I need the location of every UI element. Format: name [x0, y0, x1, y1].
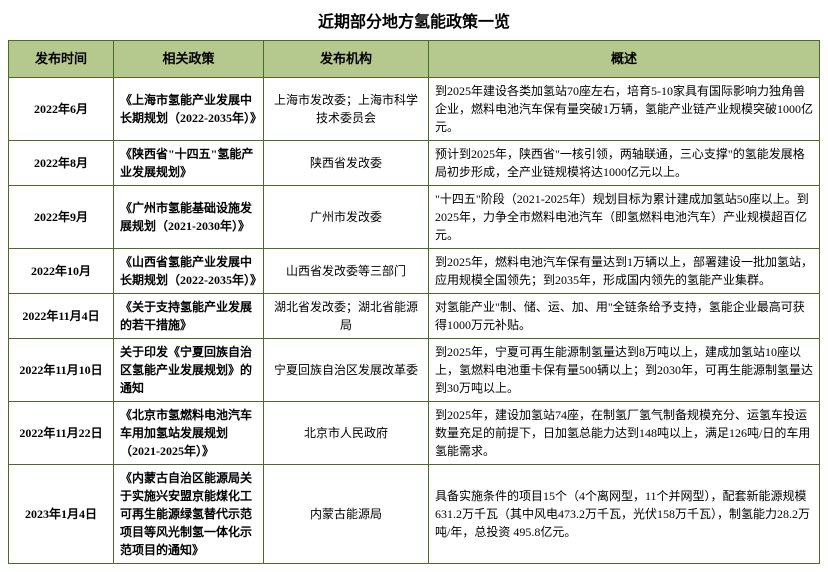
cell-summary: "十四五"阶段（2021-2025年）规划目标为累计建成加氢站50座以上。到20… — [429, 185, 820, 248]
cell-policy: 《关于支持氢能产业发展的若干措施》 — [114, 293, 264, 338]
cell-org: 湖北省发改委；湖北省能源局 — [264, 293, 429, 338]
cell-org: 山西省发改委等三部门 — [264, 248, 429, 293]
cell-date: 2022年11月4日 — [9, 293, 114, 338]
cell-summary: 到2025年建设各类加氢站70座左右，培育5-10家具有国际影响力独角兽企业，燃… — [429, 77, 820, 140]
cell-org: 北京市人民政府 — [264, 401, 429, 464]
cell-date: 2022年11月22日 — [9, 401, 114, 464]
cell-date: 2023年1月4日 — [9, 464, 114, 563]
table-row: 2022年6月《上海市氢能产业发展中长期规划（2022-2035年）》上海市发改… — [9, 77, 820, 140]
cell-date: 2022年11月10日 — [9, 338, 114, 401]
table-row: 2022年10月《山西省氢能产业发展中长期规划（2022-2035年）》山西省发… — [9, 248, 820, 293]
cell-org: 陕西省发改委 — [264, 140, 429, 185]
table-row: 2022年11月4日《关于支持氢能产业发展的若干措施》湖北省发改委；湖北省能源局… — [9, 293, 820, 338]
cell-summary: 到2025年，宁夏可再生能源制氢量达到8万吨以上，建成加氢站10座以上，氢燃料电… — [429, 338, 820, 401]
header-summary: 概述 — [429, 41, 820, 78]
cell-org: 广州市发改委 — [264, 185, 429, 248]
header-org: 发布机构 — [264, 41, 429, 78]
table-row: 2022年11月22日《北京市氢燃料电池汽车车用加氢站发展规划（2021-202… — [9, 401, 820, 464]
cell-policy: 《广州市氢能基础设施发展规划（2021-2030年）》 — [114, 185, 264, 248]
cell-org: 内蒙古能源局 — [264, 464, 429, 563]
cell-date: 2022年8月 — [9, 140, 114, 185]
cell-date: 2022年9月 — [9, 185, 114, 248]
cell-date: 2022年6月 — [9, 77, 114, 140]
header-date: 发布时间 — [9, 41, 114, 78]
cell-policy: 《山西省氢能产业发展中长期规划（2022-2035年）》 — [114, 248, 264, 293]
cell-policy: 《北京市氢燃料电池汽车车用加氢站发展规划（2021-2025年）》 — [114, 401, 264, 464]
cell-summary: 具备实施条件的项目15个（4个离网型，11个并网型），配套新能源规模631.2万… — [429, 464, 820, 563]
cell-date: 2022年10月 — [9, 248, 114, 293]
table-row: 2022年9月《广州市氢能基础设施发展规划（2021-2030年）》广州市发改委… — [9, 185, 820, 248]
cell-policy: 《陕西省"十四五"氢能产业发展规划》 — [114, 140, 264, 185]
cell-org: 宁夏回族自治区发展改革委 — [264, 338, 429, 401]
cell-summary: 预计到2025年，陕西省"一核引领，两轴联通，三心支撑"的氢能发展格局初步形成，… — [429, 140, 820, 185]
cell-summary: 对氢能产业"制、储、运、加、用"全链条给予支持，氢能企业最高可获得1000万元补… — [429, 293, 820, 338]
table-row: 2022年11月10日关于印发《宁夏回族自治区氢能产业发展规划》的通知宁夏回族自… — [9, 338, 820, 401]
table-row: 2023年1月4日《内蒙古自治区能源局关于实施兴安盟京能煤化工可再生能源绿氢替代… — [9, 464, 820, 563]
header-row: 发布时间 相关政策 发布机构 概述 — [9, 41, 820, 78]
cell-summary: 到2025年，建设加氢站74座，在制氢厂氢气制备规模充分、运氢车投运数量充足的前… — [429, 401, 820, 464]
cell-policy: 《上海市氢能产业发展中长期规划（2022-2035年）》 — [114, 77, 264, 140]
table-row: 2022年8月《陕西省"十四五"氢能产业发展规划》陕西省发改委预计到2025年，… — [9, 140, 820, 185]
header-policy: 相关政策 — [114, 41, 264, 78]
cell-policy: 《内蒙古自治区能源局关于实施兴安盟京能煤化工可再生能源绿氢替代示范项目等风光制氢… — [114, 464, 264, 563]
table-title: 近期部分地方氢能政策一览 — [8, 8, 820, 32]
policy-table: 发布时间 相关政策 发布机构 概述 2022年6月《上海市氢能产业发展中长期规划… — [8, 40, 820, 564]
cell-summary: 到2025年，燃料电池汽车保有量达到1万辆以上，部署建设一批加氢站，应用规模全国… — [429, 248, 820, 293]
cell-org: 上海市发改委；上海市科学技术委员会 — [264, 77, 429, 140]
cell-policy: 关于印发《宁夏回族自治区氢能产业发展规划》的通知 — [114, 338, 264, 401]
